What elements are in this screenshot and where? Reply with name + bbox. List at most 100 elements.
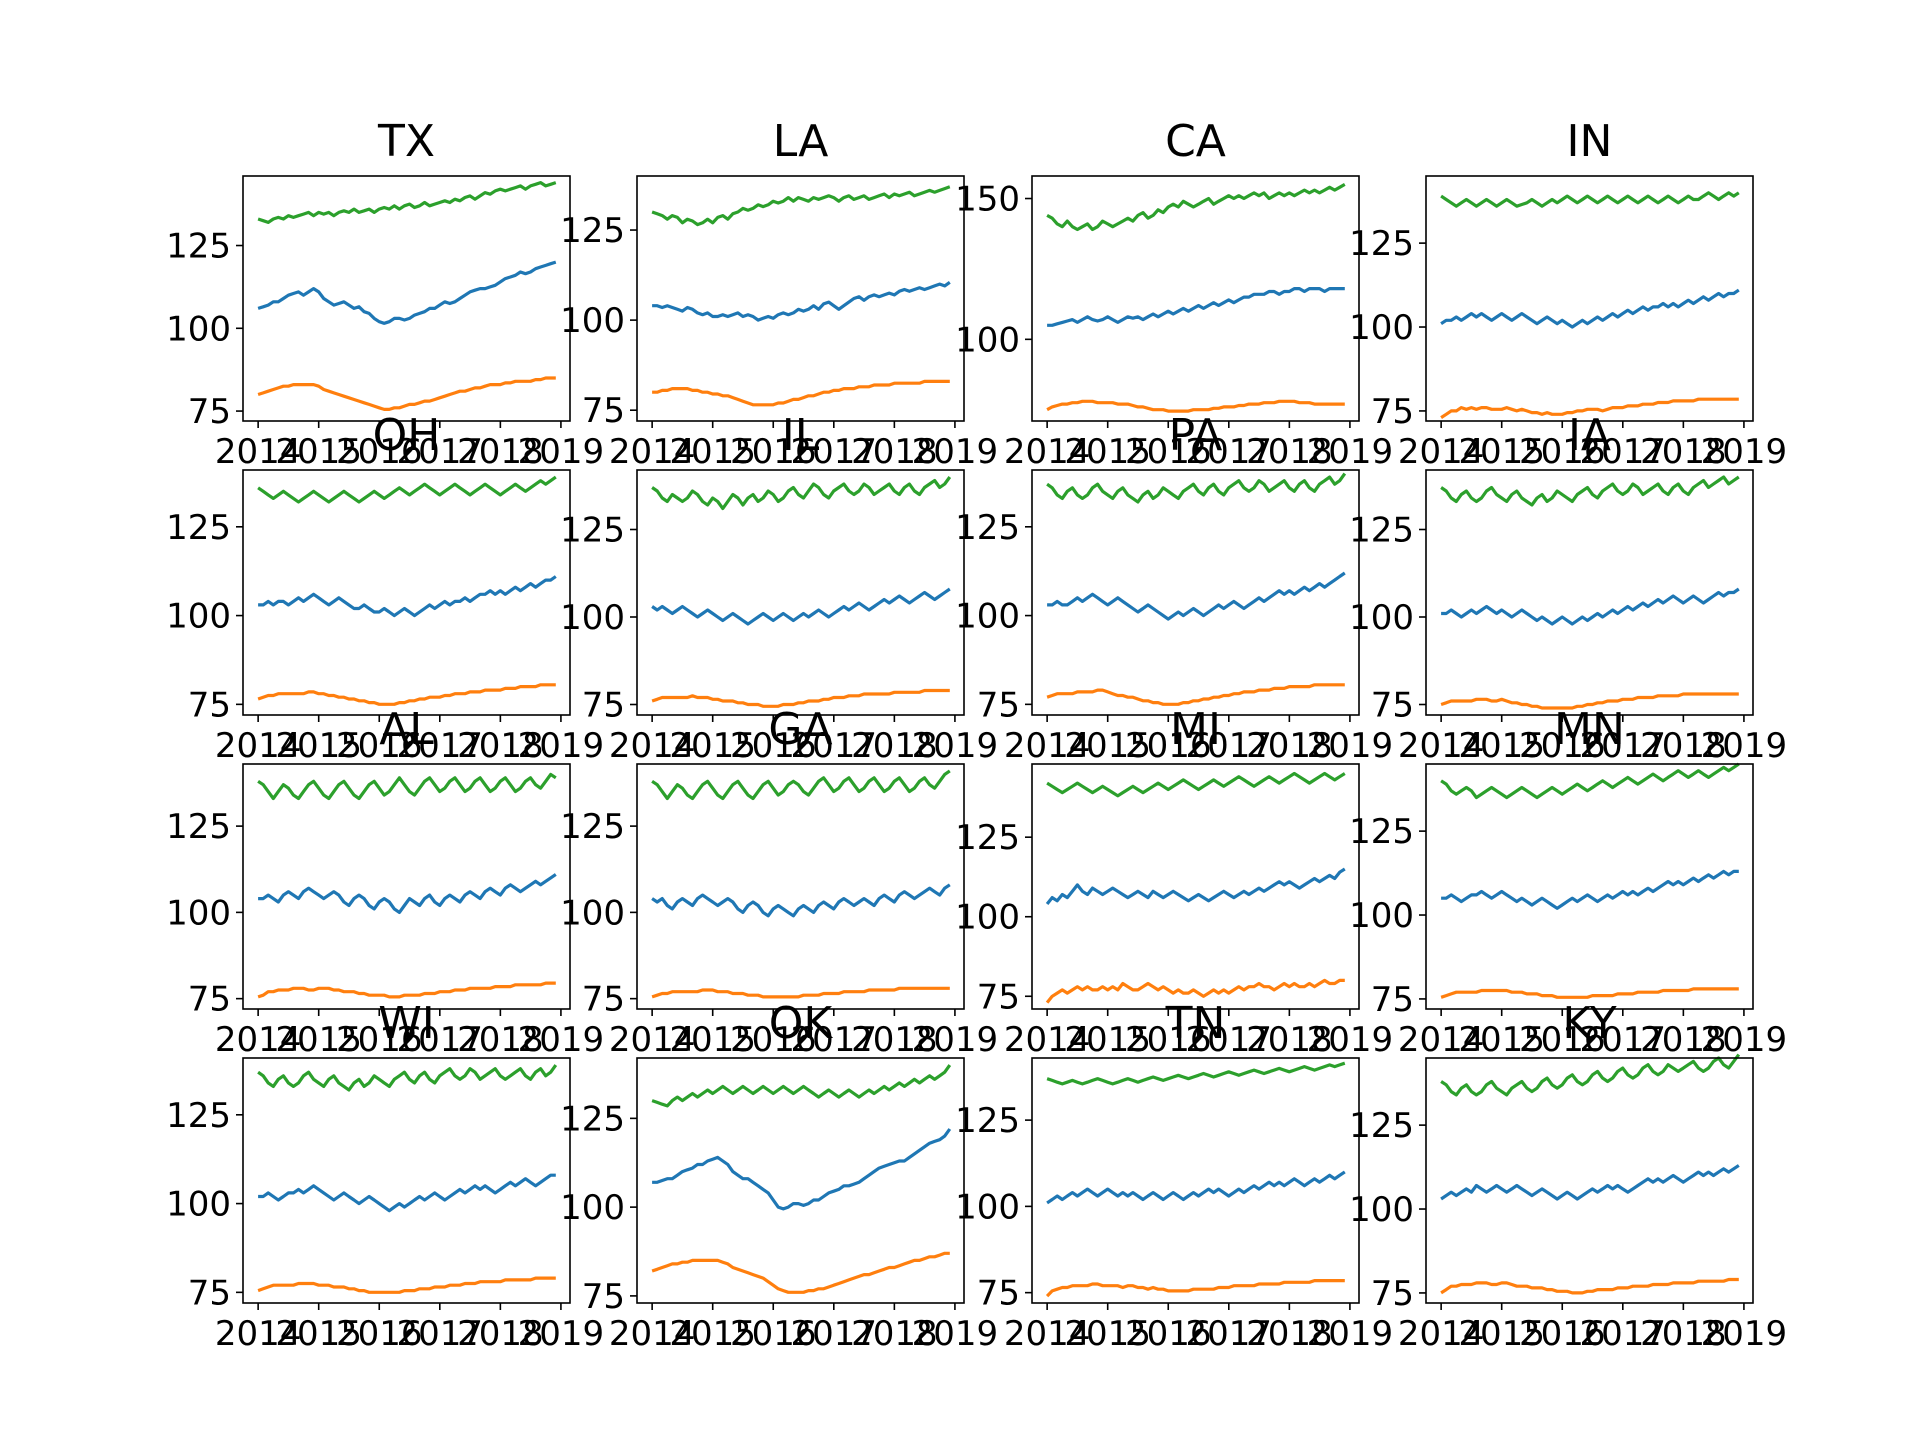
x-tick-label: 2015 bbox=[1458, 726, 1545, 766]
x-tick-label: 2016 bbox=[1519, 432, 1606, 472]
subplot-title: KY bbox=[1562, 998, 1616, 1049]
x-tick-label: 2014 bbox=[215, 1020, 302, 1060]
x-tick-label: 2016 bbox=[1125, 1020, 1212, 1060]
x-tick-label: 2016 bbox=[336, 726, 423, 766]
series-line-3 bbox=[257, 376, 556, 411]
x-tick-label: 2019 bbox=[1307, 432, 1394, 472]
x-tick-label: 2016 bbox=[1125, 726, 1212, 766]
series-line-1 bbox=[1440, 475, 1740, 507]
series-line-3 bbox=[257, 683, 556, 706]
y-tick-label: 100 bbox=[166, 309, 231, 349]
y-tick-label: 125 bbox=[166, 508, 231, 548]
series-line-2 bbox=[1441, 587, 1740, 626]
x-tick-label: 2018 bbox=[1246, 726, 1333, 766]
x-tick-label: 2018 bbox=[1246, 432, 1333, 472]
y-tick-label: 150 bbox=[955, 180, 1020, 220]
series-line-2 bbox=[652, 280, 951, 322]
x-tick-label: 2017 bbox=[1580, 1020, 1667, 1060]
y-tick-label: 125 bbox=[560, 1099, 625, 1139]
x-tick-label: 2017 bbox=[397, 432, 484, 472]
x-tick-label: 2017 bbox=[1186, 432, 1273, 472]
y-tick-label: 75 bbox=[977, 685, 1020, 725]
y-tick-label: 100 bbox=[166, 597, 231, 637]
y-tick-label: 75 bbox=[1371, 980, 1414, 1020]
series-line-3 bbox=[1440, 692, 1739, 710]
x-tick-label: 2014 bbox=[609, 1020, 696, 1060]
series-line-1 bbox=[1046, 1061, 1346, 1086]
y-tick-label: 100 bbox=[560, 1188, 625, 1228]
y-tick-label: 75 bbox=[188, 980, 231, 1020]
y-tick-label: 75 bbox=[1371, 686, 1414, 726]
y-tick-label: 125 bbox=[560, 211, 625, 251]
series-line-3 bbox=[651, 986, 950, 999]
series-line-1 bbox=[1046, 183, 1346, 232]
series-line-1 bbox=[651, 1064, 952, 1108]
y-tick-label: 75 bbox=[977, 977, 1020, 1017]
x-tick-label: 2016 bbox=[1519, 726, 1606, 766]
axes-frame bbox=[636, 763, 965, 1010]
x-tick-label: 2017 bbox=[791, 1020, 878, 1060]
x-tick-label: 2015 bbox=[275, 726, 362, 766]
subplot-title: IL bbox=[782, 410, 820, 461]
x-tick-label: 2015 bbox=[1064, 1314, 1151, 1354]
x-tick-label: 2014 bbox=[609, 432, 696, 472]
x-tick-label: 2019 bbox=[1307, 1020, 1394, 1060]
series-line-3 bbox=[1440, 987, 1739, 999]
x-tick-label: 2017 bbox=[397, 1314, 484, 1354]
x-tick-label: 2014 bbox=[1398, 432, 1485, 472]
x-tick-label: 2017 bbox=[1186, 726, 1273, 766]
y-tick-label: 125 bbox=[166, 227, 231, 267]
y-tick-label: 125 bbox=[1349, 511, 1414, 551]
y-tick-label: 125 bbox=[955, 1101, 1020, 1141]
x-tick-label: 2014 bbox=[1398, 726, 1485, 766]
x-tick-label: 2014 bbox=[215, 432, 302, 472]
series-line-3 bbox=[651, 1251, 950, 1294]
series-line-1 bbox=[257, 772, 557, 801]
axes-frame bbox=[1031, 763, 1360, 1010]
series-line-2 bbox=[652, 1128, 952, 1211]
subplot-title: IA bbox=[1568, 410, 1611, 461]
series-line-3 bbox=[651, 688, 950, 708]
x-tick-label: 2019 bbox=[518, 726, 605, 766]
x-tick-label: 2014 bbox=[215, 726, 302, 766]
x-tick-label: 2016 bbox=[336, 432, 423, 472]
x-tick-label: 2018 bbox=[457, 1314, 544, 1354]
y-tick-label: 100 bbox=[560, 301, 625, 341]
series-line-3 bbox=[1046, 683, 1345, 706]
y-tick-label: 100 bbox=[560, 598, 625, 638]
x-tick-label: 2016 bbox=[336, 1020, 423, 1060]
x-tick-label: 2017 bbox=[1580, 432, 1667, 472]
axes-frame bbox=[242, 175, 571, 422]
series-line-2 bbox=[258, 1173, 556, 1213]
x-tick-label: 2018 bbox=[457, 1020, 544, 1060]
series-line-1 bbox=[651, 185, 951, 227]
x-tick-label: 2015 bbox=[669, 432, 756, 472]
axes-frame bbox=[636, 175, 965, 422]
series-line-1 bbox=[651, 476, 952, 511]
axes-frame bbox=[242, 1057, 571, 1304]
series-line-1 bbox=[651, 769, 951, 801]
x-tick-label: 2014 bbox=[1398, 1020, 1485, 1060]
x-tick-label: 2015 bbox=[1458, 1314, 1545, 1354]
y-tick-label: 125 bbox=[166, 1096, 231, 1136]
x-tick-label: 2014 bbox=[1004, 432, 1091, 472]
series-line-1 bbox=[1440, 1053, 1741, 1097]
y-tick-label: 75 bbox=[977, 1274, 1020, 1314]
y-tick-label: 125 bbox=[955, 818, 1020, 858]
series-line-3 bbox=[257, 981, 556, 999]
x-tick-label: 2016 bbox=[730, 1314, 817, 1354]
x-tick-label: 2019 bbox=[1307, 726, 1394, 766]
series-line-3 bbox=[257, 1276, 556, 1294]
x-tick-label: 2014 bbox=[1398, 1314, 1485, 1354]
x-tick-label: 2016 bbox=[1125, 1314, 1212, 1354]
x-tick-label: 2014 bbox=[215, 1314, 302, 1354]
y-tick-label: 125 bbox=[1349, 1106, 1414, 1146]
axes-frame bbox=[636, 469, 965, 716]
y-tick-label: 125 bbox=[1349, 224, 1414, 264]
y-tick-label: 75 bbox=[188, 685, 231, 725]
